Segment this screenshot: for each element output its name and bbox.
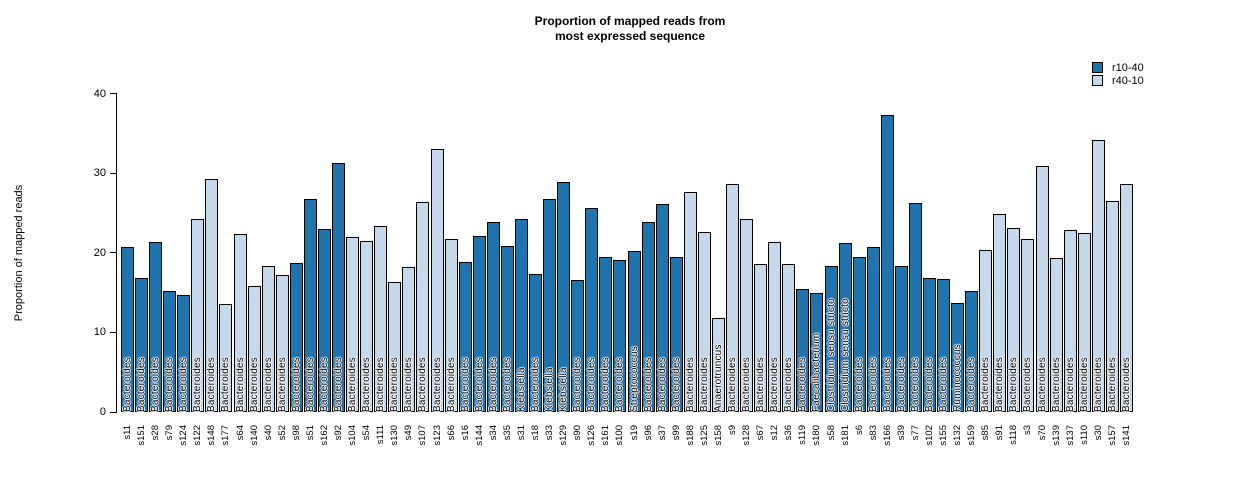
bar xyxy=(529,274,543,412)
bar xyxy=(219,303,233,412)
chart-title-line1: Proportion of mapped reads from xyxy=(534,14,726,28)
bar xyxy=(205,178,219,412)
bar xyxy=(332,163,346,412)
bar xyxy=(782,264,796,412)
legend-item: r40-10 xyxy=(1092,74,1144,87)
bar xyxy=(979,249,993,412)
bar xyxy=(177,295,191,412)
bar xyxy=(866,247,880,412)
bar xyxy=(275,275,289,412)
bar xyxy=(543,198,557,412)
bar xyxy=(514,219,528,412)
legend-label: r40-10 xyxy=(1112,74,1144,87)
bar xyxy=(374,225,388,412)
bar xyxy=(1119,184,1133,412)
y-tick-label: 20 xyxy=(93,246,106,259)
bar xyxy=(726,184,739,412)
bar xyxy=(965,291,979,412)
bar xyxy=(922,278,936,412)
bar xyxy=(500,245,514,412)
legend-item: r10-40 xyxy=(1092,61,1144,74)
bar xyxy=(1007,228,1021,412)
bar xyxy=(571,279,585,412)
bar xyxy=(796,288,810,412)
legend-swatch-r10-40 xyxy=(1092,62,1103,73)
bar xyxy=(149,241,163,412)
bar xyxy=(852,256,866,412)
bar xyxy=(346,236,360,412)
bar xyxy=(486,221,500,412)
legend: r10-40 r40-10 xyxy=(1092,61,1144,87)
bar xyxy=(613,260,627,412)
bar xyxy=(655,203,669,412)
bar xyxy=(1105,201,1119,412)
chart-title-line2: most expressed sequence xyxy=(554,29,706,43)
bar xyxy=(894,265,908,412)
bar xyxy=(754,264,768,412)
bar xyxy=(261,266,275,412)
bar xyxy=(458,262,472,412)
bar xyxy=(430,149,444,412)
bar xyxy=(191,219,205,412)
y-tick-label: 10 xyxy=(93,326,106,339)
bar xyxy=(599,256,613,412)
bar xyxy=(740,218,754,412)
bar xyxy=(1049,258,1063,412)
bar xyxy=(683,192,697,412)
bar xyxy=(317,229,331,412)
y-axis-line xyxy=(116,93,117,413)
bar xyxy=(163,291,177,412)
bar xyxy=(1077,233,1091,412)
bar xyxy=(880,115,894,412)
y-axis-label: Proportion of mapped reads xyxy=(13,184,25,322)
bar xyxy=(1063,229,1077,412)
bar xyxy=(1091,139,1105,412)
bar xyxy=(838,243,852,412)
y-tick-mark xyxy=(110,332,116,333)
bar xyxy=(669,256,683,412)
bar xyxy=(641,221,655,412)
bar xyxy=(233,233,247,412)
bar xyxy=(824,265,838,412)
bar xyxy=(810,293,824,412)
y-tick-mark xyxy=(110,93,116,94)
bar xyxy=(1035,166,1049,412)
bar xyxy=(993,213,1007,412)
bar xyxy=(303,198,317,412)
y-tick-label: 40 xyxy=(93,87,106,100)
y-tick-mark xyxy=(110,252,116,253)
chart-title: Proportion of mapped reads from most exp… xyxy=(400,14,860,44)
bar xyxy=(557,182,571,412)
bar xyxy=(135,278,149,412)
bar xyxy=(444,238,458,412)
legend-label: r10-40 xyxy=(1112,61,1144,74)
bar xyxy=(1021,239,1035,412)
legend-swatch-r40-10 xyxy=(1092,75,1103,86)
y-tick-label: 30 xyxy=(93,167,106,180)
bar xyxy=(247,285,261,412)
bar xyxy=(289,263,303,412)
bar xyxy=(360,240,374,412)
y-tick-label: 0 xyxy=(99,406,106,418)
bar xyxy=(472,236,486,412)
y-tick-mark xyxy=(110,173,116,174)
bar xyxy=(908,202,922,412)
bar xyxy=(627,250,641,412)
bar xyxy=(951,303,965,412)
bar xyxy=(585,208,599,412)
bar xyxy=(697,232,711,412)
bar xyxy=(937,279,951,412)
y-tick-mark xyxy=(110,412,116,413)
bar xyxy=(402,267,416,412)
bar xyxy=(388,281,402,412)
bar xyxy=(121,247,134,412)
bar xyxy=(416,201,430,412)
bar xyxy=(711,318,725,412)
bar xyxy=(768,241,782,412)
